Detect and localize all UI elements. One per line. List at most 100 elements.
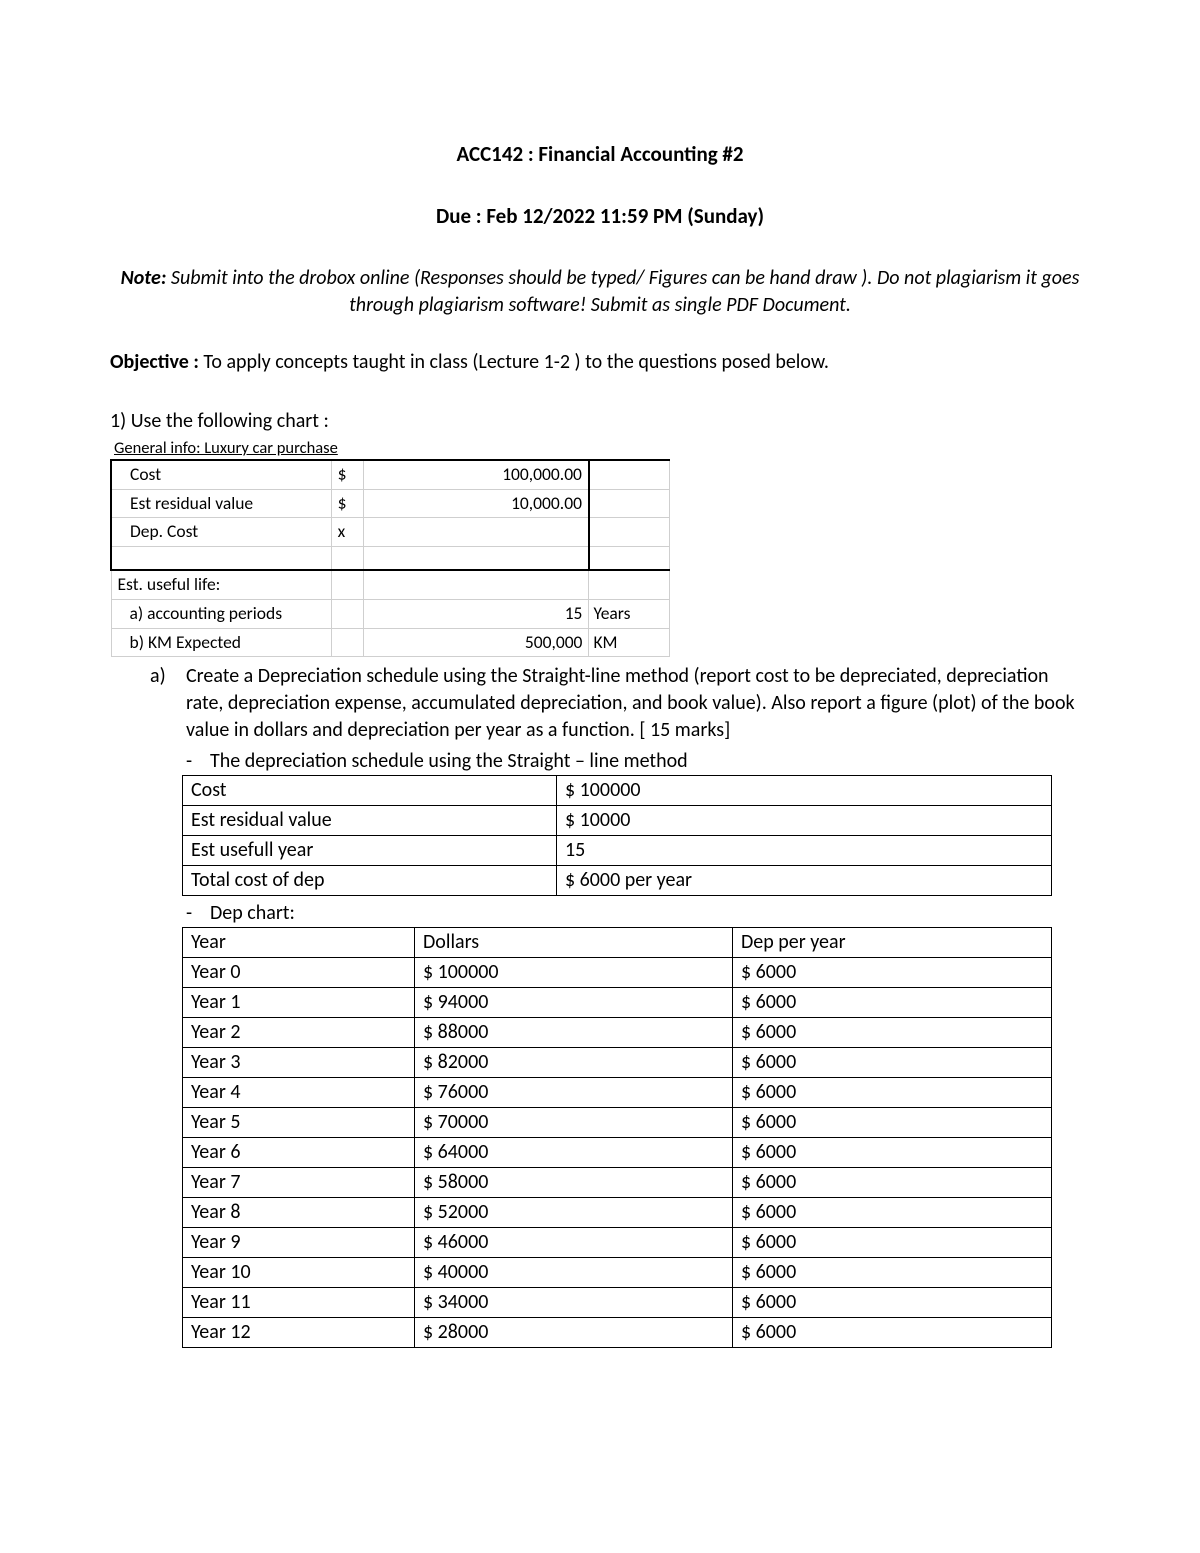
gen-cell [589, 460, 670, 489]
gen-cell: 10,000.00 [363, 489, 589, 518]
dep-header: Year [183, 928, 415, 958]
dep-cell: $ 6000 [733, 1258, 1052, 1288]
table-row: Year 6$ 64000$ 6000 [183, 1138, 1052, 1168]
table-row: Year 12$ 28000$ 6000 [183, 1318, 1052, 1348]
table-row: Year 2$ 88000$ 6000 [183, 1018, 1052, 1048]
table-row: Year 0$ 100000$ 6000 [183, 958, 1052, 988]
note-block: Note: Submit into the drobox online (Res… [110, 265, 1090, 319]
page-title: ACC142 : Financial Accounting #2 [110, 140, 1090, 168]
gen-cell [363, 570, 589, 599]
part-a-letter: a) [150, 663, 172, 744]
dep-chart-table: YearDollarsDep per yearYear 0$ 100000$ 6… [182, 927, 1052, 1348]
dep-cell: Year 8 [183, 1198, 415, 1228]
gen-cell: Cost [111, 460, 331, 489]
table-row: Cost$ 100000 [183, 776, 1052, 806]
part-a-text: Create a Depreciation schedule using the… [186, 663, 1090, 744]
part-a: a) Create a Depreciation schedule using … [150, 663, 1090, 744]
dep-cell: $ 58000 [415, 1168, 733, 1198]
sched-key: Total cost of dep [183, 866, 557, 896]
gen-cell: Years [589, 599, 670, 628]
dep-cell: $ 76000 [415, 1078, 733, 1108]
table-row: Est residual value$ 10000 [183, 806, 1052, 836]
dep-cell: $ 6000 [733, 1288, 1052, 1318]
gen-cell [111, 546, 331, 570]
table-row: Year 3$ 82000$ 6000 [183, 1048, 1052, 1078]
dep-cell: $ 6000 [733, 1318, 1052, 1348]
dep-cell: $ 64000 [415, 1138, 733, 1168]
dep-cell: Year 4 [183, 1078, 415, 1108]
dep-cell: $ 40000 [415, 1258, 733, 1288]
gen-cell [331, 599, 363, 628]
dep-cell: Year 2 [183, 1018, 415, 1048]
dep-cell: $ 6000 [733, 1228, 1052, 1258]
gen-cell [589, 570, 670, 599]
table-row: Est usefull year15 [183, 836, 1052, 866]
dep-cell: Year 12 [183, 1318, 415, 1348]
gen-cell [363, 546, 589, 570]
sched-key: Est residual value [183, 806, 557, 836]
table-row: Total cost of dep$ 6000 per year [183, 866, 1052, 896]
gen-cell [363, 518, 589, 547]
table-row: Year 8$ 52000$ 6000 [183, 1198, 1052, 1228]
dep-cell: $ 6000 [733, 1078, 1052, 1108]
table-row: Year 1$ 94000$ 6000 [183, 988, 1052, 1018]
dep-cell: $ 88000 [415, 1018, 733, 1048]
dep-cell: $ 94000 [415, 988, 733, 1018]
dep-cell: $ 6000 [733, 958, 1052, 988]
dep-cell: $ 46000 [415, 1228, 733, 1258]
table-row: YearDollarsDep per year [183, 928, 1052, 958]
dep-cell: Year 3 [183, 1048, 415, 1078]
dep-cell: $ 28000 [415, 1318, 733, 1348]
dep-cell: Year 5 [183, 1108, 415, 1138]
dep-cell: Year 11 [183, 1288, 415, 1318]
schedule-table: Cost$ 100000Est residual value$ 10000Est… [182, 775, 1052, 896]
gen-cell: 500,000 [363, 628, 589, 657]
gen-cell: x [331, 518, 363, 547]
gen-cell [589, 546, 670, 570]
objective-label: Objective : [110, 350, 199, 374]
gen-cell [331, 628, 363, 657]
dash-icon: - [186, 900, 196, 927]
table-row: Year 10$ 40000$ 6000 [183, 1258, 1052, 1288]
gen-cell: a) accounting periods [111, 599, 331, 628]
gen-cell: $ [331, 489, 363, 518]
gen-cell: KM [589, 628, 670, 657]
gen-cell: Dep. Cost [111, 518, 331, 547]
gen-cell: Est residual value [111, 489, 331, 518]
sched-val: 15 [557, 836, 1052, 866]
dep-cell: $ 6000 [733, 1018, 1052, 1048]
sched-val: $ 100000 [557, 776, 1052, 806]
gen-cell [589, 518, 670, 547]
gen-cell: 100,000.00 [363, 460, 589, 489]
dep-cell: $ 6000 [733, 1168, 1052, 1198]
table-row: Year 5$ 70000$ 6000 [183, 1108, 1052, 1138]
dep-cell: $ 70000 [415, 1108, 733, 1138]
dep-cell: $ 6000 [733, 988, 1052, 1018]
table-row: Year 4$ 76000$ 6000 [183, 1078, 1052, 1108]
schedule-caption-row: - The depreciation schedule using the St… [150, 748, 1090, 775]
sched-key: Est usefull year [183, 836, 557, 866]
gen-cell: $ [331, 460, 363, 489]
gen-cell [331, 570, 363, 599]
dep-cell: Year 10 [183, 1258, 415, 1288]
q1-prompt: 1) Use the following chart : [110, 408, 1090, 435]
gen-cell: 15 [363, 599, 589, 628]
due-line: Due : Feb 12/2022 11:59 PM (Sunday) [110, 202, 1090, 230]
dep-cell: $ 6000 [733, 1108, 1052, 1138]
dep-cell: $ 82000 [415, 1048, 733, 1078]
table-row: Year 7$ 58000$ 6000 [183, 1168, 1052, 1198]
note-text: Submit into the drobox online (Responses… [166, 266, 1079, 317]
dep-cell: $ 52000 [415, 1198, 733, 1228]
dep-cell: Year 1 [183, 988, 415, 1018]
general-info-caption: General info: Luxury car purchase [110, 437, 1090, 459]
note-label: Note: [121, 266, 167, 290]
gen-cell: b) KM Expected [111, 628, 331, 657]
gen-cell [331, 546, 363, 570]
sched-val: $ 10000 [557, 806, 1052, 836]
dep-caption: Dep chart: [210, 900, 295, 927]
dep-cell: Year 0 [183, 958, 415, 988]
dep-caption-row: - Dep chart: [150, 900, 1090, 927]
dep-cell: $ 34000 [415, 1288, 733, 1318]
schedule-caption: The depreciation schedule using the Stra… [210, 748, 688, 775]
dep-header: Dep per year [733, 928, 1052, 958]
